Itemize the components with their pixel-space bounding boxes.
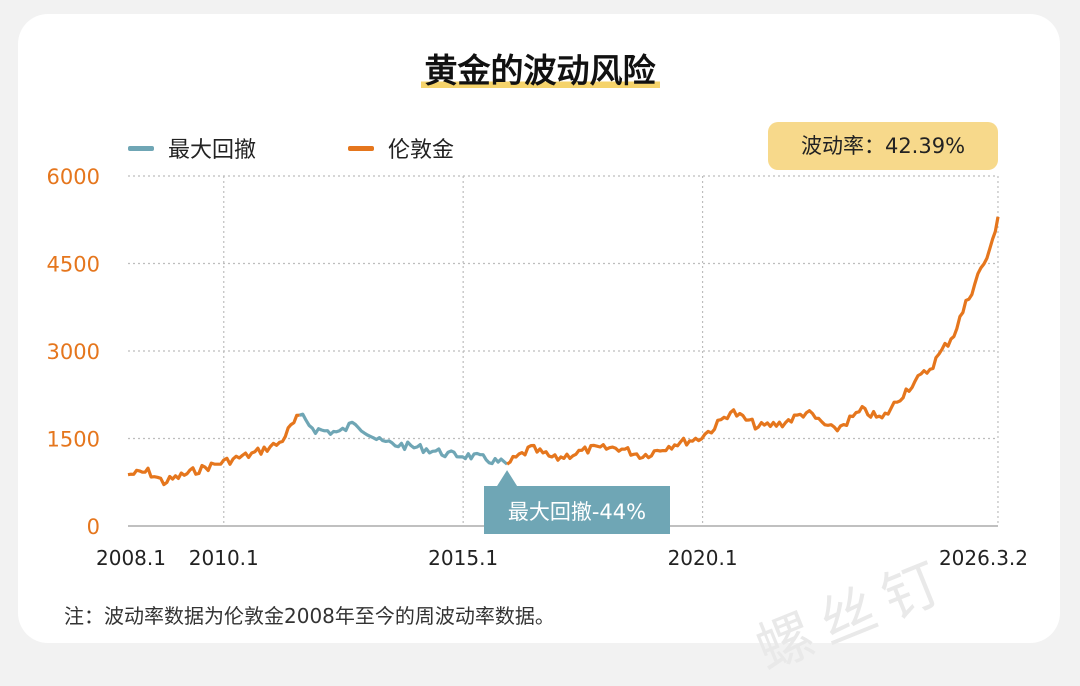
legend-swatch-price (348, 145, 374, 151)
drawdown-callout-box (484, 470, 670, 534)
drawdown-callout-label: 最大回撤-44% (508, 500, 646, 524)
y-tick-label: 1500 (47, 428, 100, 452)
gold-price-chart: 0 1500 3000 4500 6000 2008.1 2010.1 2015.1 2020.… (47, 165, 1028, 570)
chart-title: 黄金的波动风险 (0, 44, 1080, 92)
series-line-price-0 (127, 413, 300, 487)
x-tick-label: 2026.3.2 (939, 546, 1028, 570)
series-line-price-2 (506, 216, 1000, 466)
legend-item-price: 伦敦金 (348, 132, 454, 164)
legend-label-price: 伦敦金 (388, 138, 455, 163)
y-tick-label: 0 (87, 515, 100, 539)
y-tick-label: 6000 (47, 165, 100, 189)
legend-item-drawdown: 最大回撤 (128, 132, 256, 164)
legend-label-drawdown: 最大回撤 (168, 138, 257, 163)
footnote: 注：波动率数据为伦敦金2008年至今的周波动率数据。 (64, 604, 555, 628)
y-tick-label: 4500 (47, 253, 100, 277)
series-line-drawdown (299, 412, 509, 466)
chart-card (18, 14, 1060, 643)
x-tick-label: 2008.1 (96, 546, 166, 570)
x-tick-label: 2015.1 (428, 546, 498, 570)
volatility-badge: 波动率：42.39% (768, 122, 998, 170)
x-tick-label: 2010.1 (189, 546, 259, 570)
legend-swatch-drawdown (128, 145, 154, 151)
x-tick-label: 2020.1 (668, 546, 738, 570)
y-tick-label: 3000 (47, 340, 100, 364)
